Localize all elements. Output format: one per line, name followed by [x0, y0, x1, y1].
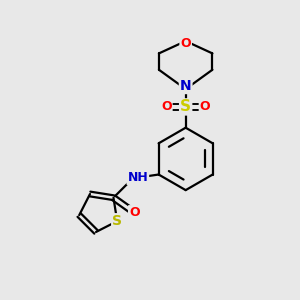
Text: S: S — [180, 99, 191, 114]
Text: O: O — [129, 206, 140, 219]
Text: O: O — [200, 100, 210, 113]
Text: NH: NH — [128, 171, 148, 184]
Text: S: S — [112, 214, 122, 228]
Text: N: N — [180, 79, 191, 93]
Text: O: O — [161, 100, 172, 113]
Text: O: O — [180, 37, 191, 50]
